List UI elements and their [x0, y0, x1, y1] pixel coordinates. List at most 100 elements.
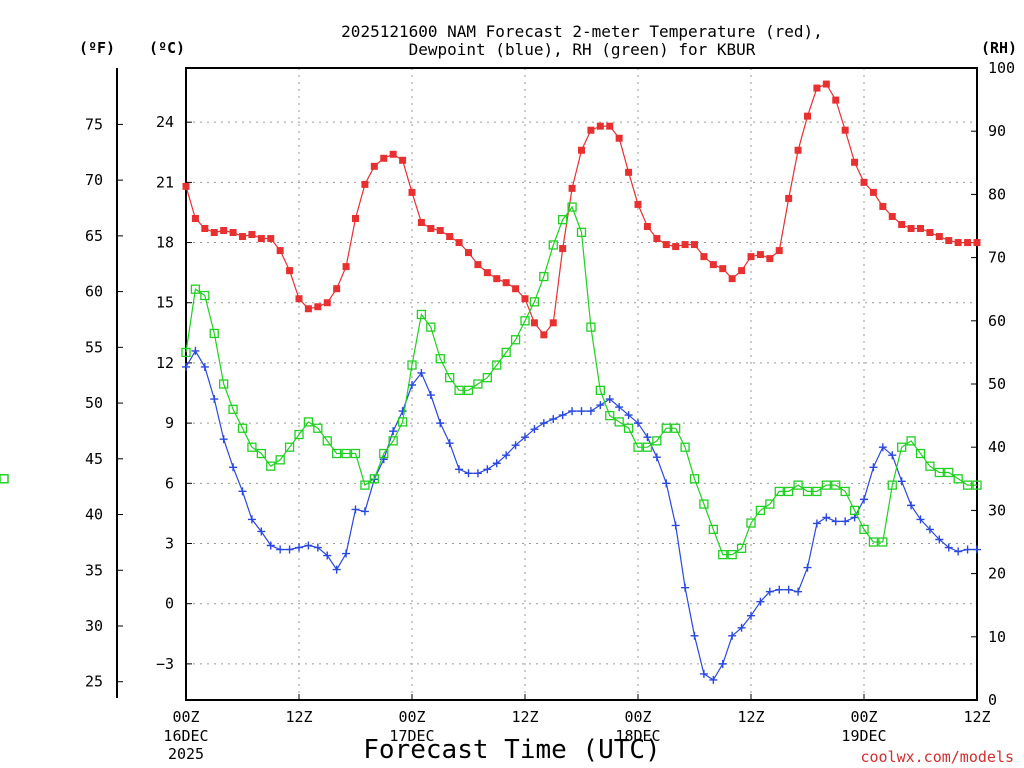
dewpoint-point — [492, 459, 501, 468]
dewpoint-point — [247, 515, 256, 524]
dewpoint-point — [568, 407, 577, 416]
dewpoint-point — [200, 362, 209, 371]
dewpoint-point — [925, 525, 934, 534]
year-tick-label: 2025 — [168, 745, 204, 763]
temperature-point — [785, 194, 793, 202]
dewpoint-point — [878, 443, 887, 452]
rh-point — [774, 486, 784, 497]
rh-point — [237, 423, 248, 433]
temperature-point — [323, 299, 331, 307]
dewpoint-point — [455, 465, 464, 474]
temperature-point — [945, 237, 953, 245]
fahrenheit-tick-label: 25 — [85, 673, 103, 691]
dewpoint-point — [426, 391, 435, 400]
rh-point — [492, 360, 502, 370]
temperature-point — [709, 261, 717, 269]
dewpoint-point — [812, 519, 821, 528]
rh-point — [548, 240, 558, 250]
dewpoint-point — [963, 545, 972, 554]
dewpoint-point — [342, 549, 351, 558]
rh-point — [247, 442, 257, 452]
rh-point — [708, 524, 718, 535]
rh-point — [360, 480, 370, 490]
temperature-point — [634, 200, 642, 208]
rh-tick-label: 30 — [988, 501, 1006, 519]
dewpoint-point — [313, 543, 322, 552]
fahrenheit-tick-label: 60 — [85, 283, 103, 301]
temperature-point — [917, 225, 924, 233]
axes — [116, 67, 978, 701]
temperature-point — [370, 162, 378, 170]
rh-point — [859, 524, 869, 535]
temperature-point — [408, 188, 416, 196]
date-tick-label: 17DEC — [389, 727, 434, 745]
time-tick-label: 00Z — [624, 708, 651, 726]
fahrenheit-tick-label: 45 — [85, 450, 103, 468]
rh-point — [586, 322, 596, 332]
temperature-point — [201, 225, 209, 233]
temperature-point — [286, 267, 294, 275]
temperature-point — [352, 214, 359, 222]
dewpoint-point — [389, 427, 398, 436]
temperature-point — [295, 295, 303, 303]
dewpoint-point — [916, 515, 925, 524]
temperature-point — [304, 305, 312, 313]
dewpoint-point — [473, 469, 482, 478]
temperature-point — [653, 235, 661, 243]
temperature-point — [851, 158, 859, 166]
dewpoint-point — [831, 517, 840, 526]
plot-frame — [185, 67, 978, 701]
dewpoint-point — [973, 545, 981, 554]
dewpoint-point — [888, 451, 897, 460]
date-tick-label: 19DEC — [841, 727, 886, 745]
rh-point — [652, 436, 662, 446]
temperature-point — [333, 285, 341, 293]
temperature-point — [182, 182, 190, 190]
dewpoint-point — [521, 433, 529, 442]
fahrenheit-unit-label: (ºF) — [79, 39, 115, 57]
grid-lines — [186, 68, 977, 700]
temperature-point — [926, 229, 934, 237]
time-tick-label: 12Z — [285, 708, 312, 726]
temperature-point — [465, 249, 472, 257]
rh-point — [689, 474, 700, 484]
temperature-point — [342, 263, 350, 271]
rh-point — [906, 436, 916, 446]
rh-point — [275, 455, 285, 465]
rh-point — [228, 404, 238, 414]
rh-series — [0, 202, 982, 560]
dewpoint-point — [615, 403, 624, 412]
temperature-point — [822, 80, 830, 88]
rh-point — [605, 410, 615, 421]
celsius-tick-label: 21 — [156, 173, 174, 191]
temperature-point — [493, 275, 501, 283]
fahrenheit-tick-label: 70 — [85, 171, 103, 189]
dewpoint-point — [860, 495, 868, 504]
dewpoint-line — [185, 349, 977, 681]
temperature-point — [860, 178, 868, 186]
dewpoint-point — [436, 419, 445, 428]
rh-point — [925, 461, 935, 471]
fahrenheit-tick-label: 50 — [85, 394, 103, 412]
temperature-point — [898, 220, 906, 228]
fahrenheit-tick-label: 35 — [85, 561, 103, 579]
celsius-tick-label: 3 — [165, 535, 174, 553]
temperature-point — [813, 84, 821, 92]
rh-point — [727, 549, 737, 560]
rh-point — [350, 448, 361, 459]
dewpoint-point — [728, 631, 737, 640]
time-tick-label: 12Z — [963, 708, 990, 726]
rh-point — [699, 499, 709, 509]
dewpoint-point — [737, 623, 746, 632]
temperature-point — [521, 295, 529, 303]
rh-point — [934, 467, 944, 478]
rh-point — [397, 417, 408, 427]
dewpoint-point — [699, 669, 708, 678]
rh-point — [426, 322, 436, 332]
dewpoint-point — [276, 545, 285, 554]
dewpoint-point — [605, 395, 614, 404]
temperature-point — [794, 146, 802, 154]
rh-point — [576, 227, 587, 237]
time-tick-label: 00Z — [850, 708, 877, 726]
temperature-point — [606, 122, 614, 130]
